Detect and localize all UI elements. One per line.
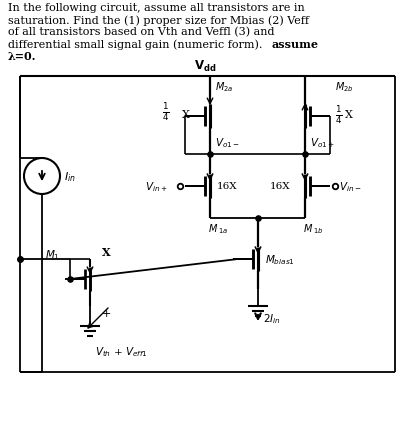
Text: assume: assume bbox=[272, 39, 319, 50]
Text: +: + bbox=[102, 308, 111, 318]
Text: λ=0.: λ=0. bbox=[8, 51, 36, 62]
Text: $\frac{1}{4}$: $\frac{1}{4}$ bbox=[335, 104, 343, 126]
Text: $V_{in+}$: $V_{in+}$ bbox=[145, 180, 167, 194]
Text: $V_{o1+}$: $V_{o1+}$ bbox=[310, 136, 335, 150]
Text: $M_{bias1}$: $M_{bias1}$ bbox=[265, 253, 295, 266]
Text: X: X bbox=[102, 247, 110, 257]
Text: differential small signal gain (numeric form).: differential small signal gain (numeric … bbox=[8, 39, 266, 49]
Text: $V_{o1-}$: $V_{o1-}$ bbox=[215, 136, 240, 150]
Text: 16X: 16X bbox=[217, 182, 238, 191]
Text: $M_{2a}$: $M_{2a}$ bbox=[215, 80, 234, 94]
Text: $V_{in-}$: $V_{in-}$ bbox=[339, 180, 362, 194]
Text: $M_{\ 1b}$: $M_{\ 1b}$ bbox=[303, 221, 324, 235]
Text: $M_{2b}$: $M_{2b}$ bbox=[335, 80, 354, 94]
Text: $V_{th}$ + $V_{eff1}$: $V_{th}$ + $V_{eff1}$ bbox=[95, 344, 148, 358]
Text: saturation. Find the (1) proper size for Mbias (2) Veff: saturation. Find the (1) proper size for… bbox=[8, 15, 309, 26]
Text: $\frac{1}{4}$: $\frac{1}{4}$ bbox=[162, 101, 170, 123]
Text: 16X: 16X bbox=[270, 182, 291, 191]
Text: of all transistors based on Vth and Veffl (3) and: of all transistors based on Vth and Veff… bbox=[8, 27, 274, 37]
Text: $M_{\ 1a}$: $M_{\ 1a}$ bbox=[208, 221, 229, 235]
Text: $2I_{in}$: $2I_{in}$ bbox=[263, 311, 281, 325]
Text: $\mathbf{V_{dd}}$: $\mathbf{V_{dd}}$ bbox=[194, 59, 216, 74]
Text: X: X bbox=[182, 110, 190, 120]
Text: X: X bbox=[345, 110, 353, 120]
Text: In the following circuit, assume all transistors are in: In the following circuit, assume all tra… bbox=[8, 3, 305, 13]
Text: $M_1$: $M_1$ bbox=[45, 248, 60, 261]
Text: $I_{in}$: $I_{in}$ bbox=[64, 170, 76, 184]
